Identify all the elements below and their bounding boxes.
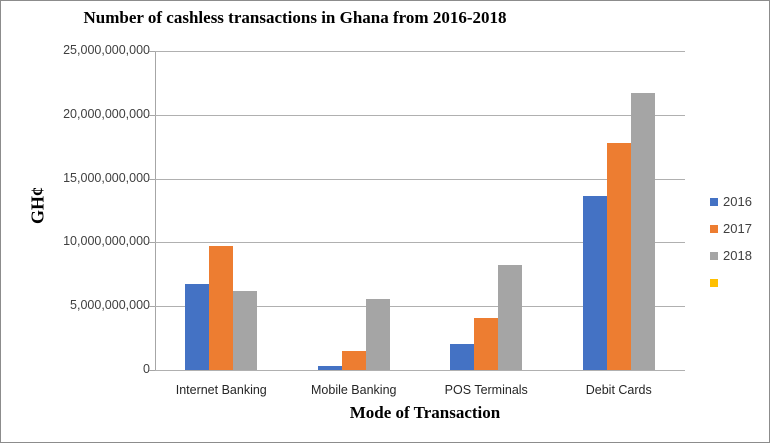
legend-label: 2017: [723, 221, 752, 236]
bar-2016-internet-banking: [185, 283, 210, 370]
gridline: [155, 114, 685, 116]
x-axis-label: Mode of Transaction: [349, 403, 501, 422]
y-tick-label: 10,000,000,000: [63, 234, 150, 249]
bar-2018-internet-banking: [233, 290, 258, 370]
gridline: [155, 306, 685, 308]
bar-2016-pos-terminals: [450, 343, 475, 370]
x-category-label: Internet Banking: [175, 383, 267, 397]
gridline: [155, 370, 685, 371]
bar-2018-debit-cards: [630, 93, 655, 370]
gridline: [155, 51, 685, 52]
legend-swatch: [710, 251, 718, 260]
tick-mark: [149, 242, 155, 244]
bar-2017-pos-terminals: [474, 317, 499, 370]
x-category-label: POS Terminals: [444, 383, 528, 397]
y-tick-label: 20,000,000,000: [63, 106, 150, 121]
y-axis-label: GH¢: [27, 187, 48, 225]
legend-swatch: [710, 278, 718, 287]
chart-title: Number of cashless transactions in Ghana…: [83, 8, 507, 27]
legend: 2016 2017 2018: [710, 188, 752, 296]
gridline: [155, 242, 685, 244]
tick-mark: [149, 51, 155, 52]
plot-area: [149, 51, 685, 371]
tick-mark: [149, 178, 155, 180]
legend-label: 2018: [723, 248, 752, 263]
tick-mark: [149, 370, 155, 371]
bar-2018-pos-terminals: [498, 264, 523, 370]
bar-2017-internet-banking: [209, 246, 234, 370]
bar-2017-mobile-banking: [341, 350, 366, 370]
x-category-label: Debit Cards: [585, 383, 652, 397]
legend-swatch: [710, 197, 718, 206]
legend-item: 2016: [710, 188, 752, 215]
bar-2016-debit-cards: [582, 196, 607, 370]
legend-swatch: [710, 224, 718, 233]
y-tick-label: 25,000,000,000: [63, 43, 150, 57]
legend-label: 2016: [723, 194, 752, 209]
tick-mark: [149, 114, 155, 116]
y-axis-line: [155, 51, 156, 370]
legend-item: 2017: [710, 215, 752, 242]
gridline: [155, 178, 685, 180]
legend-item: [710, 269, 752, 296]
bar-2016-mobile-banking: [317, 365, 342, 370]
legend-item: 2018: [710, 242, 752, 269]
y-tick-label: 15,000,000,000: [63, 170, 150, 185]
bar-2017-debit-cards: [606, 142, 631, 370]
bar-2018-mobile-banking: [365, 298, 390, 370]
tick-mark: [149, 306, 155, 308]
y-tick-label: 0: [143, 362, 150, 376]
x-category-label: Mobile Banking: [311, 383, 397, 397]
y-tick-label: 5,000,000,000: [70, 298, 150, 313]
